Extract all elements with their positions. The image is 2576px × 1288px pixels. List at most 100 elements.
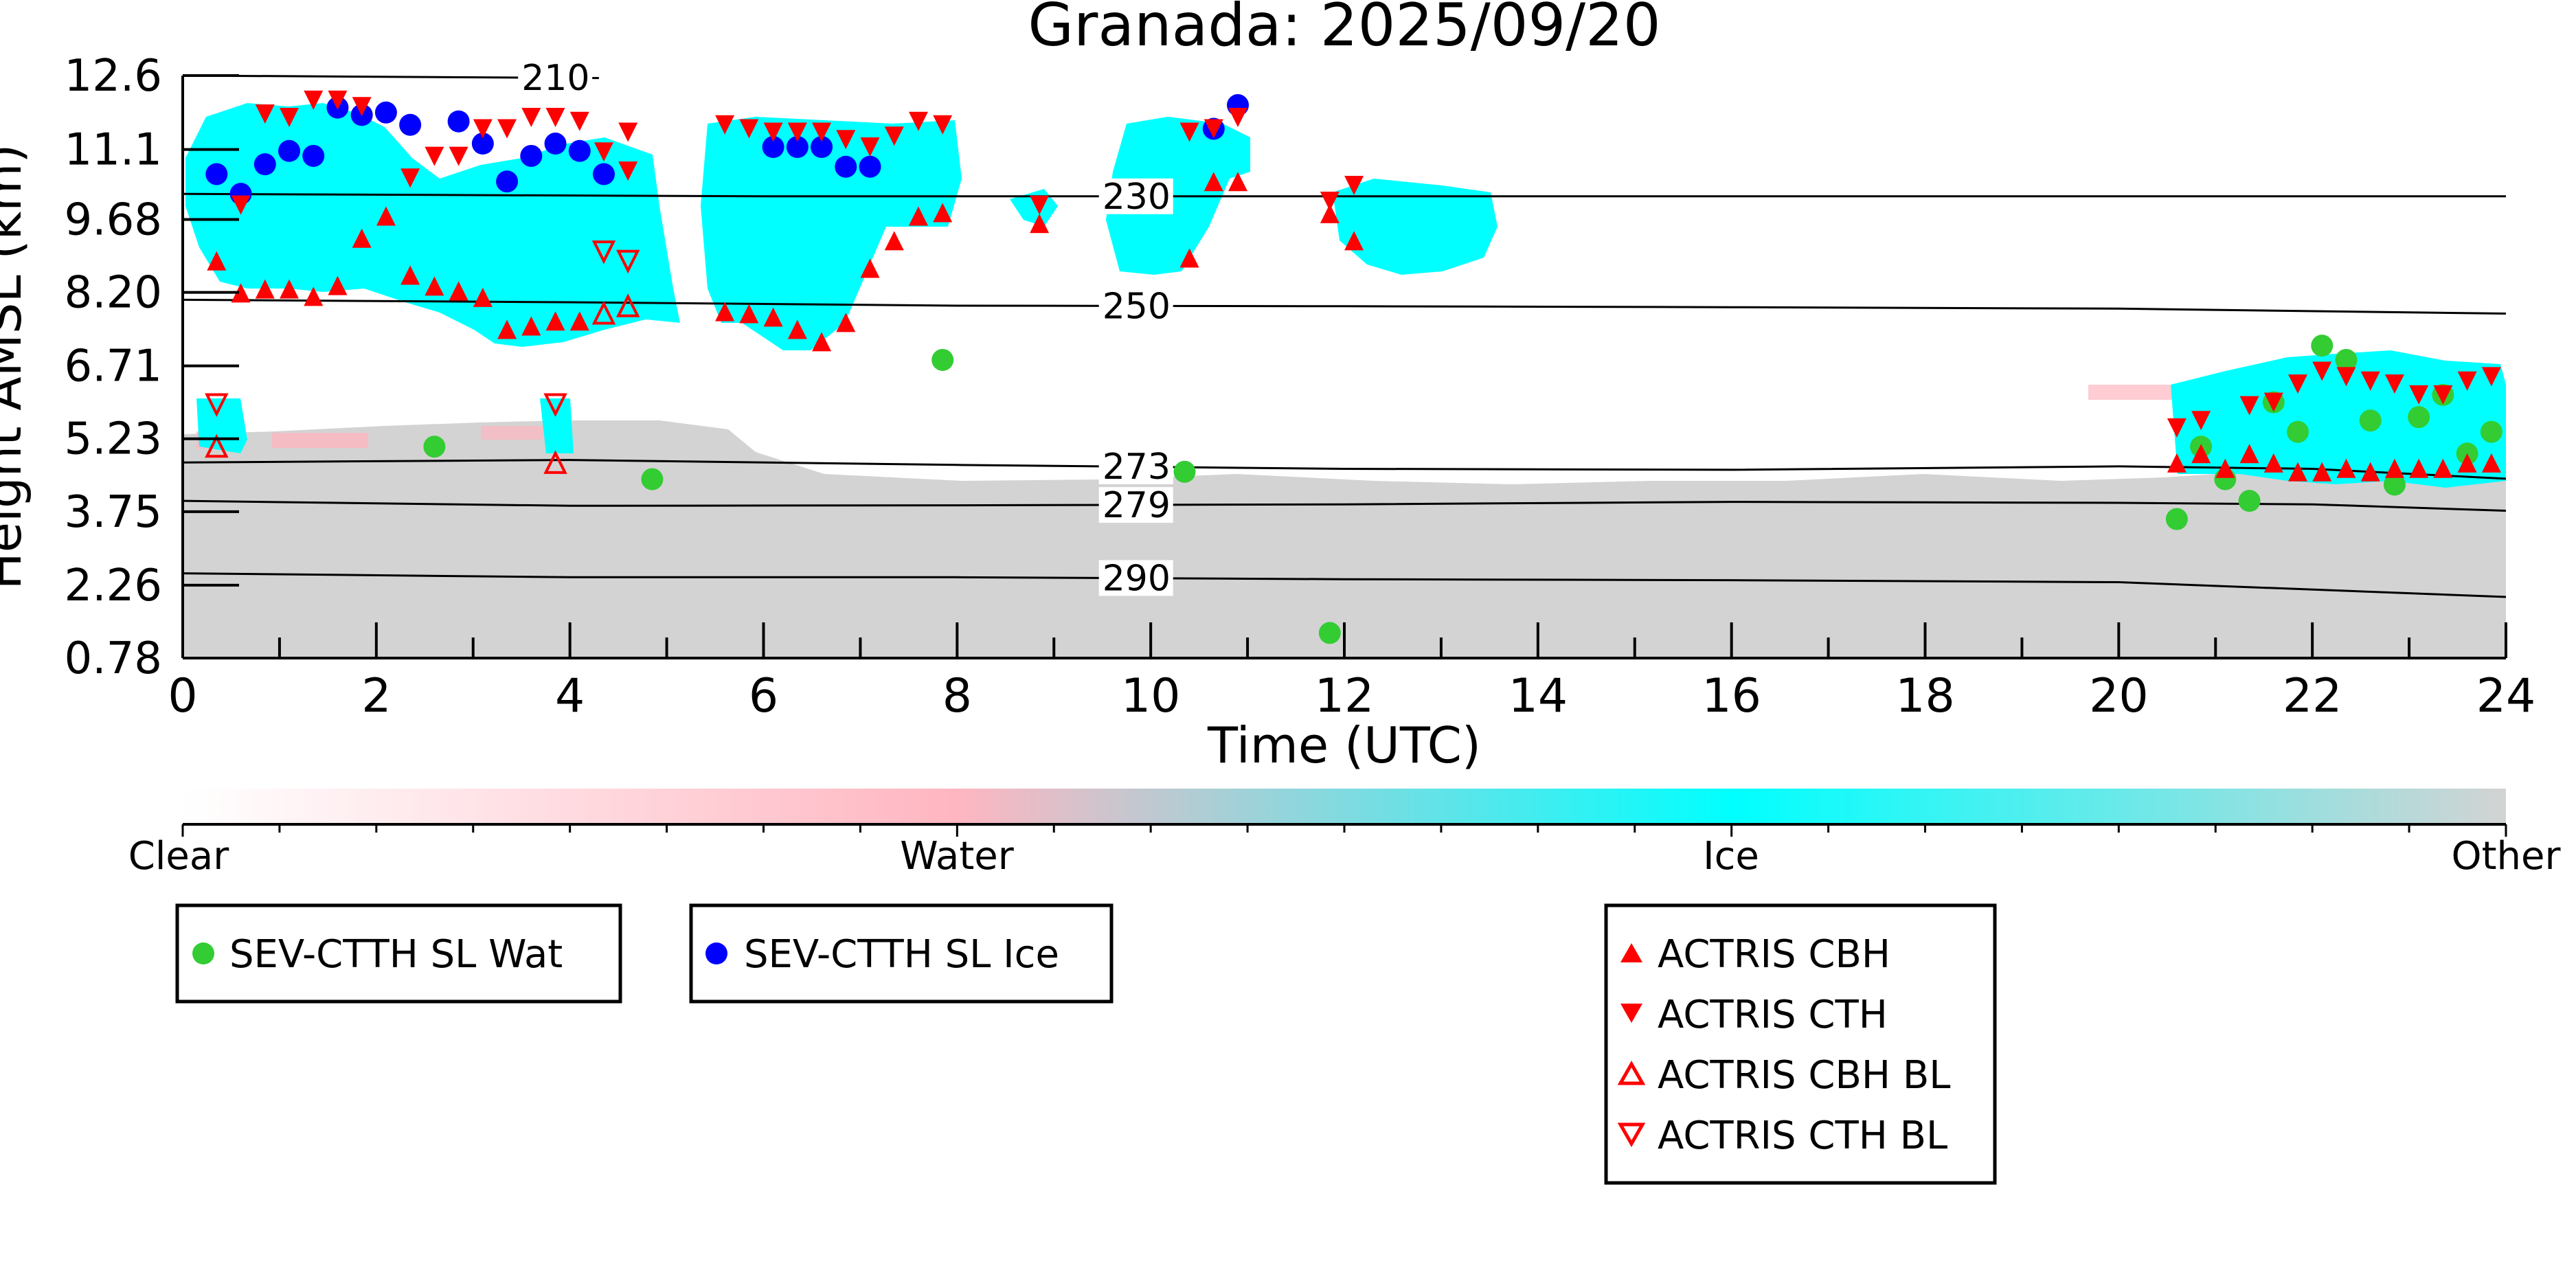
colorbar-tick-group — [181, 824, 2507, 837]
marker-actris-cth — [787, 122, 807, 142]
marker-actris-cth — [545, 107, 565, 127]
legend-label-actris-cth-bl: ACTRIS CTH BL — [1658, 1114, 1947, 1158]
marker-actris-cth — [449, 146, 468, 166]
marker-actris-cbh — [376, 206, 396, 226]
isotherm-label: 290 — [1103, 558, 1171, 599]
marker-actris-cth — [2239, 396, 2259, 416]
marker-actris-cbh — [715, 302, 735, 321]
marker-actris-cth — [2336, 367, 2356, 387]
ice-cloud-region — [1010, 189, 1058, 227]
marker-actris-cbh — [2433, 458, 2453, 478]
marker-sev-ctth-sl-ice — [568, 139, 591, 162]
marker-actris-cbh — [328, 275, 348, 295]
marker-actris-cth — [280, 107, 300, 127]
marker-sev-ctth-sl-ice — [278, 139, 301, 162]
legend-marker-sev-ice — [705, 942, 727, 964]
marker-actris-cbh — [400, 265, 420, 285]
y-tick-label: 6.71 — [65, 341, 163, 392]
y-tick-label: 9.68 — [65, 194, 163, 245]
isotherm-label: 230 — [1103, 177, 1171, 218]
legend-marker-actris-cth — [1620, 1004, 1642, 1023]
marker-actris-cbh — [2336, 458, 2356, 478]
marker-sev-ctth-sl-wat — [2480, 420, 2502, 443]
marker-actris-cbh — [836, 313, 856, 332]
marker-sev-ctth-sl-ice — [762, 136, 784, 159]
x-tick-label: 12 — [1315, 669, 1375, 723]
marker-actris-cth — [400, 168, 420, 188]
marker-actris-cbh — [933, 203, 953, 223]
marker-sev-ctth-sl-wat — [423, 436, 446, 458]
isotherm-label-bg — [1098, 448, 1173, 484]
marker-actris-cbh-bl — [543, 450, 567, 474]
x-tick-label: 8 — [942, 669, 972, 723]
marker-actris-cth — [2457, 371, 2477, 391]
marker-actris-cbh — [763, 307, 783, 327]
isotherm-label: 279 — [1103, 485, 1171, 526]
y-tick-label: 8.20 — [65, 268, 163, 319]
marker-actris-cth — [425, 146, 444, 166]
legend-label-actris-cth: ACTRIS CTH — [1658, 993, 1888, 1037]
marker-actris-cth-bl — [615, 249, 640, 274]
marker-actris-cth — [231, 195, 251, 215]
marker-actris-cth — [2360, 371, 2380, 391]
marker-actris-cbh — [425, 276, 444, 296]
isotherm-line — [182, 298, 2507, 315]
marker-actris-cbh — [2239, 444, 2259, 464]
marker-actris-cbh — [812, 332, 832, 352]
chart-title: Granada: 2025/09/20 — [1028, 0, 1660, 60]
ice-cloud-region — [540, 398, 574, 453]
marker-actris-cth — [2288, 374, 2308, 394]
marker-sev-ctth-sl-wat — [1173, 460, 1196, 483]
legend-marker-actris-cth-bl — [1617, 1122, 1646, 1148]
marker-sev-ctth-sl-ice — [544, 133, 567, 155]
legend-marker-sev-wat — [192, 942, 214, 964]
isotherm-label-bg — [518, 59, 593, 95]
marker-actris-cth — [497, 119, 517, 139]
y-tick-label: 5.23 — [65, 414, 163, 465]
marker-actris-cth — [2384, 374, 2404, 394]
y-tick-label: 11.1 — [65, 125, 163, 176]
marker-sev-ctth-sl-ice — [471, 133, 494, 155]
legend-actris: ACTRIS CBH ACTRIS CTH ACTRIS CBH BL ACTR… — [1604, 903, 1997, 1185]
x-tick-label: 0 — [168, 669, 197, 723]
marker-sev-ctth-sl-ice — [859, 155, 881, 178]
cloud-mask-background — [183, 103, 2506, 658]
marker-actris-cth — [860, 137, 880, 157]
colorbar-label-ice: Ice — [1703, 834, 1759, 879]
marker-actris-cbh — [2215, 458, 2235, 478]
legend-sev-ice: SEV-CTTH SL Ice — [689, 903, 1114, 1004]
x-tick-group: 0 2 4 6 8 10 12 14 16 18 20 22 24 — [168, 622, 2535, 723]
marker-actris-cbh — [449, 281, 468, 301]
marker-sev-ctth-sl-ice — [496, 170, 519, 193]
water-region — [272, 433, 368, 448]
marker-actris-cbh — [787, 319, 807, 339]
marker-sev-ctth-sl-ice — [399, 113, 422, 136]
x-tick-label: 22 — [2283, 669, 2342, 723]
marker-actris-cbh — [2409, 458, 2429, 478]
marker-actris-cth — [1228, 107, 1247, 127]
colorbar-gradient — [183, 789, 2506, 824]
x-tick-label: 16 — [1702, 669, 1761, 723]
marker-actris-cbh — [352, 228, 372, 248]
marker-sev-ctth-sl-ice — [835, 155, 857, 178]
isotherm-label-bg — [1098, 487, 1173, 523]
marker-layer — [205, 90, 2502, 644]
marker-sev-ctth-sl-ice — [374, 101, 397, 124]
marker-actris-cth — [2263, 392, 2283, 412]
legend-label-sev-wat: SEV-CTTH SL Wat — [229, 932, 563, 977]
legend-marker-actris-cbh-bl — [1617, 1060, 1646, 1085]
marker-actris-cth — [908, 111, 928, 131]
marker-actris-cbh — [2167, 453, 2187, 473]
marker-sev-ctth-sl-ice — [253, 153, 276, 176]
marker-actris-cth — [2409, 385, 2429, 405]
x-tick-label: 20 — [2089, 669, 2149, 723]
colorbar-label-other: Other — [2451, 834, 2561, 879]
marker-actris-cth — [2191, 411, 2211, 431]
marker-actris-cth — [1179, 122, 1199, 142]
legend-box — [1604, 903, 1997, 1185]
marker-actris-cbh — [908, 206, 928, 226]
colorbar-label-water: Water — [900, 834, 1015, 879]
legend-box — [689, 903, 1114, 1004]
